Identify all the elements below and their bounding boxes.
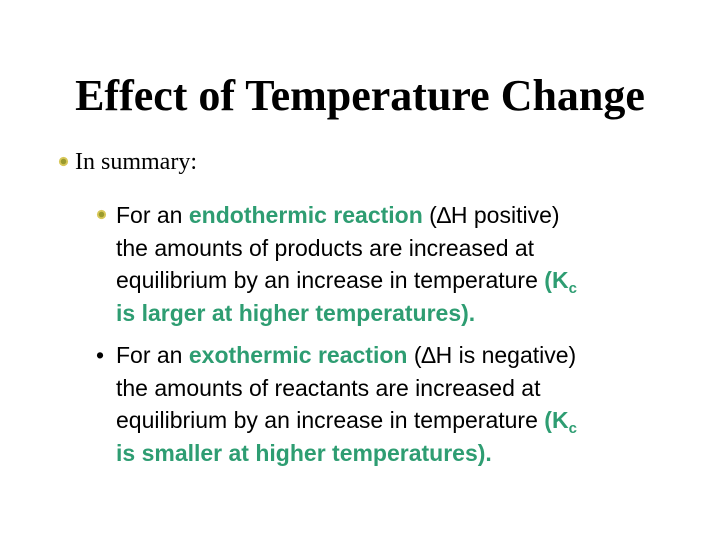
exothermic-line-3: equilibrium by an increase in temperatur… xyxy=(96,404,696,437)
endothermic-line-4: is larger at higher temperatures). xyxy=(116,299,476,326)
text-segment: (K xyxy=(544,407,569,433)
bullet-dot: • xyxy=(96,342,105,368)
text-segment: (K xyxy=(544,267,569,293)
text-segment: (∆H is negative) xyxy=(407,342,577,368)
exothermic-line-2: the amounts of reactants are increased a… xyxy=(116,374,541,401)
text-segment: (∆H positive) xyxy=(422,202,560,228)
exothermic-line-4: is smaller at higher temperatures). xyxy=(116,439,492,466)
exothermic-line-1: • For an exothermic reaction (∆H is negat… xyxy=(96,339,696,372)
exothermic-term: exothermic reaction xyxy=(188,342,408,368)
subscript-c: c xyxy=(568,280,577,297)
diamond-bullet-icon xyxy=(96,210,107,220)
subscript-c: c xyxy=(568,420,577,437)
slide-title: Effect of Temperature Change xyxy=(75,71,645,120)
text-segment: For an xyxy=(116,202,189,228)
endothermic-line-1: For an endothermic reaction (∆H positive… xyxy=(96,199,696,232)
text-segment: For an xyxy=(116,342,189,368)
endothermic-item: For an endothermic reaction (∆H positive… xyxy=(96,199,696,329)
text-segment: equilibrium by an increase in temperatur… xyxy=(116,407,545,433)
diamond-bullet-icon xyxy=(58,156,69,167)
exothermic-item: • For an exothermic reaction (∆H is negat… xyxy=(96,339,696,469)
text-segment: equilibrium by an increase in temperatur… xyxy=(116,267,545,293)
endothermic-line-3: equilibrium by an increase in temperatur… xyxy=(96,264,696,297)
summary-bullet: In summary: xyxy=(58,145,197,179)
endothermic-term: endothermic reaction xyxy=(188,202,423,228)
kc-label: (Kc xyxy=(544,407,577,436)
summary-label: In summary: xyxy=(75,149,197,175)
endothermic-line-2: the amounts of products are increased at xyxy=(116,234,535,261)
kc-label: (Kc xyxy=(544,267,577,296)
